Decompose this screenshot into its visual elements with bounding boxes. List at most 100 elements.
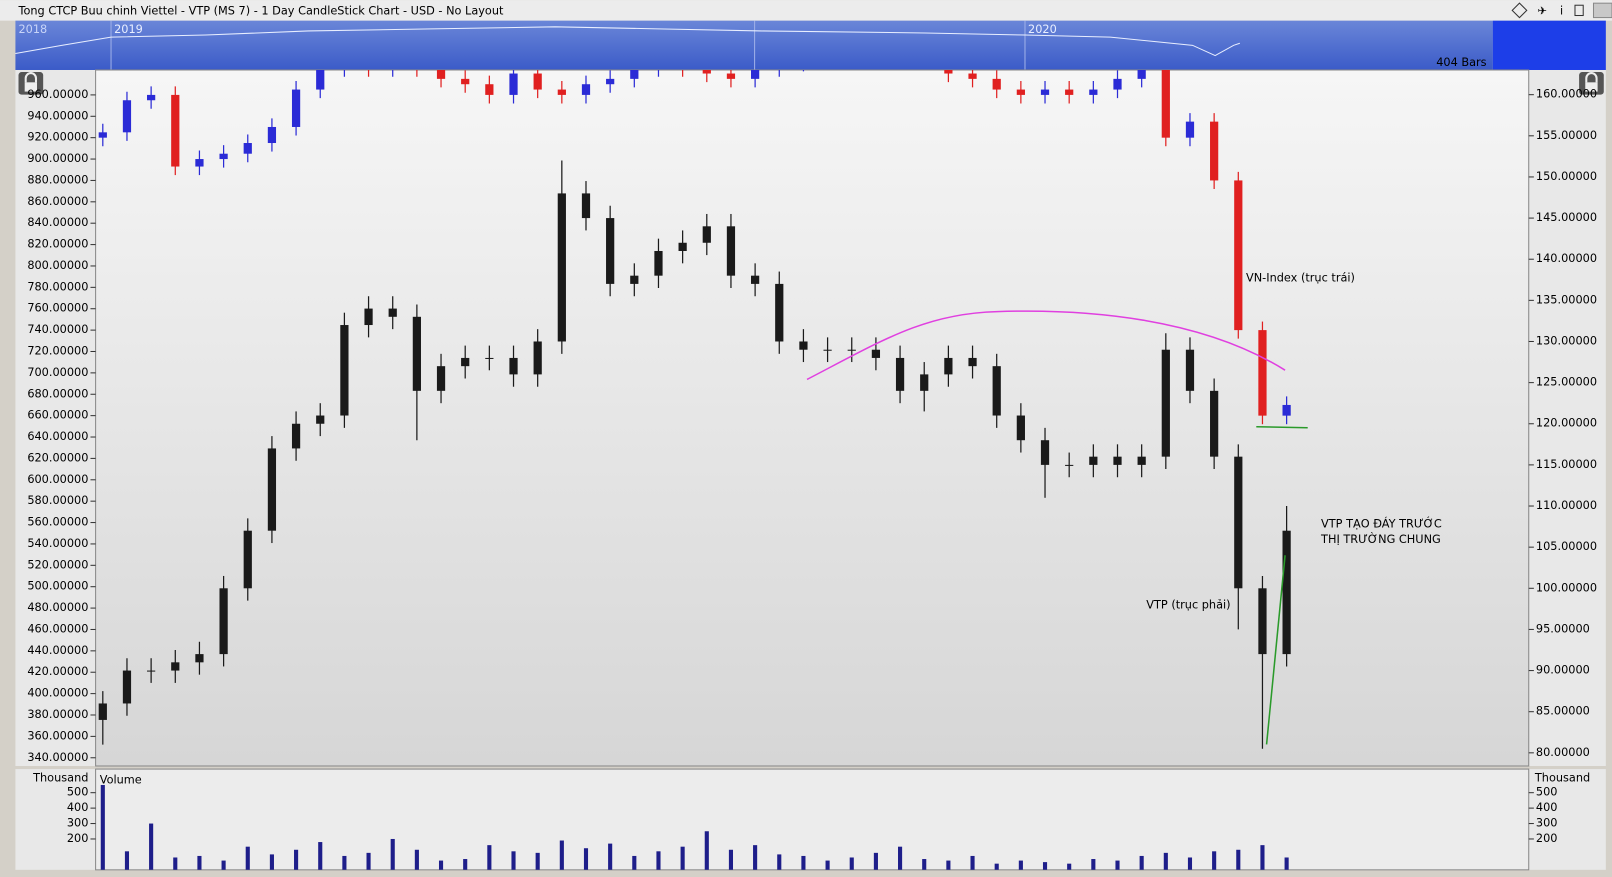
candle-body (895, 357, 905, 391)
candle-body (1258, 330, 1267, 416)
navigator-selection[interactable] (1492, 20, 1606, 70)
y2-tick-label: 145.00000 (1536, 211, 1597, 224)
y-tick-label: 340.00000 (27, 751, 88, 764)
volume-bar (1115, 860, 1120, 870)
y-tick-label: 600.00000 (27, 473, 88, 486)
y-tick-label: 420.00000 (27, 665, 88, 678)
candle-body (533, 341, 542, 375)
volume-axis-label: Thousand (32, 771, 88, 784)
volume-bar (173, 857, 178, 870)
volume-bar (873, 852, 878, 870)
volume-bar (753, 845, 758, 870)
candle-body (1065, 464, 1074, 466)
candle-body (702, 226, 711, 243)
y-tick-label: 640.00000 (27, 430, 88, 443)
navigator-line (15, 26, 1241, 57)
y2-tick-label: 300 (1536, 817, 1558, 830)
candle-body (340, 325, 349, 416)
candle-body (968, 357, 977, 367)
volume-bar (1260, 845, 1265, 870)
candle-body (557, 193, 566, 342)
bars-count: 404 Bars (1436, 56, 1486, 69)
moving-average-drawing (806, 310, 1286, 381)
annotation: VTP TẠO ĐÁY TRƯỚC (1321, 517, 1442, 530)
candle-body (944, 357, 953, 375)
candle-body (461, 357, 470, 367)
nav-year: 2018 (19, 23, 48, 36)
y-tick-label: 800.00000 (27, 259, 88, 272)
candle-body (1185, 349, 1195, 391)
y2-tick-label: 500 (1536, 786, 1558, 799)
volume-bar (390, 838, 395, 870)
y-tick-label: 380.00000 (27, 708, 88, 721)
volume-bar (535, 852, 540, 870)
y-tick-label: 580.00000 (27, 494, 88, 507)
volume-bar (318, 842, 323, 870)
candle-body (630, 69, 639, 79)
right-axis-bg (1528, 69, 1606, 766)
candle-body (606, 218, 615, 284)
volume-bar (1067, 863, 1072, 870)
candle-body (509, 73, 518, 95)
y2-tick-label: 140.00000 (1536, 252, 1597, 265)
volume-bar (366, 852, 371, 870)
volume-bar (1163, 852, 1168, 870)
candle-body (412, 316, 421, 391)
candle-body (1089, 89, 1098, 95)
y-tick-label: 680.00000 (27, 387, 88, 400)
volume-bar (777, 854, 782, 870)
y-tick-label: 480.00000 (27, 601, 88, 614)
y-tick-label: 940.00000 (27, 109, 88, 122)
y-tick-label: 780.00000 (27, 280, 88, 293)
y2-tick-label: 100.00000 (1536, 581, 1597, 594)
candle-body (1234, 456, 1243, 589)
y-tick-label: 620.00000 (27, 451, 88, 464)
volume-bar (1018, 860, 1023, 870)
candle-body (1137, 456, 1146, 465)
volume-bar (1236, 849, 1241, 870)
candle-body (98, 703, 107, 720)
annotation: VN-Index (trục trái) (1246, 272, 1355, 285)
candle-body (171, 94, 180, 167)
candle-body (436, 69, 446, 79)
trend-line (1265, 555, 1286, 745)
y2-tick-label: 80.00000 (1536, 746, 1590, 759)
volume-bar (463, 859, 468, 870)
y-tick-label: 500.00000 (27, 580, 88, 593)
candle-body (871, 349, 881, 358)
candle-body (291, 423, 301, 449)
volume-bar (1139, 855, 1144, 870)
candle-body (171, 662, 180, 671)
candle-body (992, 78, 1001, 90)
candle-body (267, 448, 277, 531)
volume-axis-label: Thousand (1534, 771, 1590, 784)
y-tick-label: 300 (67, 817, 89, 830)
candle-body (920, 374, 929, 391)
volume-bar (1212, 851, 1217, 870)
y2-tick-label: 120.00000 (1536, 417, 1597, 430)
y-tick-label: 520.00000 (27, 558, 88, 571)
candle-body (1065, 89, 1074, 95)
candle-body (485, 357, 494, 359)
candle-body (1040, 89, 1050, 95)
candle-body (122, 100, 132, 133)
volume-bar (1042, 862, 1048, 870)
candle-body (1258, 588, 1267, 655)
toolbar-icons[interactable]: ✈ i (1511, 2, 1612, 19)
candle-body (1282, 530, 1291, 655)
volume-bar (656, 851, 661, 870)
volume-bar (801, 855, 806, 870)
volume-bar (970, 855, 975, 870)
volume-plot-area (95, 768, 1530, 871)
lock-icon[interactable] (1579, 72, 1604, 95)
candle-body (606, 78, 615, 85)
y2-tick-label: 135.00000 (1536, 293, 1597, 306)
candle-body (1161, 69, 1170, 138)
volume-bar (245, 846, 250, 870)
volume-bar (849, 857, 854, 870)
volume-plot (100, 784, 1289, 870)
volume-bar (559, 840, 564, 870)
lock-icon[interactable] (18, 72, 44, 95)
left-axis-bg (15, 69, 96, 766)
